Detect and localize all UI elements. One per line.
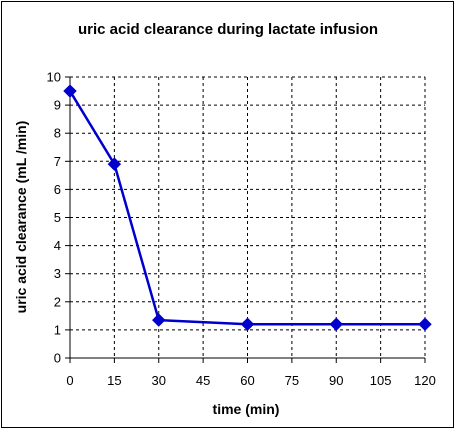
y-tick-label-8: 8 (54, 126, 61, 141)
data-point-0-1 (107, 157, 122, 171)
axes (65, 76, 426, 363)
y-tick-label-2: 2 (54, 294, 61, 309)
x-tick-label-105: 105 (370, 373, 392, 388)
y-tick-label-9: 9 (54, 98, 61, 113)
data-point-0-3 (240, 317, 255, 331)
series-group (63, 84, 432, 331)
x-tick-label-0: 0 (66, 373, 73, 388)
x-tick-label-90: 90 (329, 373, 343, 388)
gridlines (70, 76, 426, 358)
x-tick-label-60: 60 (240, 373, 254, 388)
y-tick-label-7: 7 (54, 154, 61, 169)
x-tick-labels: 0 15 30 45 60 75 90 105 120 (66, 373, 435, 388)
x-axis-label: time (min) (213, 401, 280, 417)
y-tick-label-3: 3 (54, 266, 61, 281)
data-point-0-4 (329, 317, 343, 331)
y-axis-label: uric acid clearance (mL /min) (13, 121, 29, 314)
y-tick-label-6: 6 (54, 182, 61, 197)
data-point-0-5 (418, 317, 432, 331)
x-tick-label-75: 75 (285, 373, 299, 388)
x-tick-label-120: 120 (414, 373, 436, 388)
x-tick-label-30: 30 (152, 373, 166, 388)
chart-title: uric acid clearance during lactate infus… (78, 21, 378, 38)
y-tick-labels: 0 1 2 3 4 5 6 7 8 9 10 (47, 70, 61, 366)
y-tick-label-0: 0 (54, 351, 61, 366)
y-tick-label-5: 5 (54, 210, 61, 225)
y-tick-label-10: 10 (47, 70, 61, 85)
data-point-0-2 (152, 313, 166, 327)
x-tick-label-15: 15 (107, 373, 121, 388)
x-tick-label-45: 45 (196, 373, 210, 388)
y-tick-label-4: 4 (54, 238, 61, 253)
series-line-0 (68, 90, 425, 326)
data-point-0-0 (63, 84, 77, 98)
y-tick-label-1: 1 (54, 322, 61, 337)
